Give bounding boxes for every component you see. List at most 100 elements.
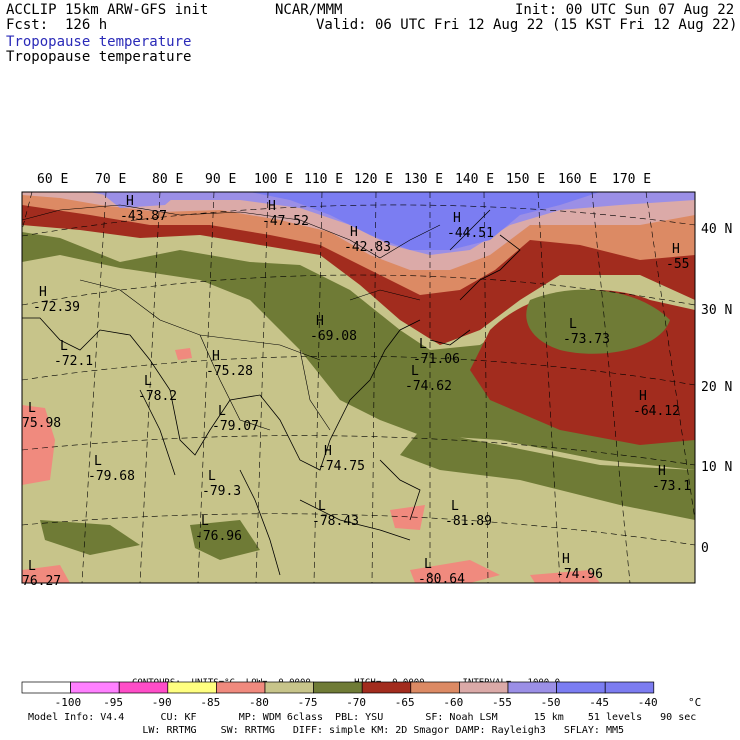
lat-label: 20 N xyxy=(701,380,733,395)
extremum-value: -78.43 xyxy=(312,514,359,529)
color-bar-tick-label: -95 xyxy=(103,696,124,709)
low-marker: L xyxy=(28,559,36,574)
extremum-value: 76.27 xyxy=(22,574,61,589)
lat-label: 40 N xyxy=(701,222,733,237)
color-bar-tick-label: -50 xyxy=(540,696,561,709)
shaded-fields xyxy=(22,192,695,583)
extremum-value: -73.1 xyxy=(652,479,691,494)
color-bar-tick-label: -90 xyxy=(151,696,172,709)
lon-label: 140 E xyxy=(455,172,495,187)
high-marker: H xyxy=(324,444,332,459)
extremum-value: -55 xyxy=(666,257,689,272)
low-marker: L xyxy=(419,337,427,352)
extremum-value: -71.06 xyxy=(413,352,460,367)
map-frame xyxy=(21,191,696,584)
extremum-value: -47.52 xyxy=(262,214,309,229)
color-bar-tick-label: -80 xyxy=(249,696,269,709)
high-marker: H xyxy=(268,199,276,214)
high-marker: H xyxy=(316,314,324,329)
lat-label: 30 N xyxy=(701,303,733,318)
low-marker: L xyxy=(451,499,459,514)
field-title-blue: Tropopause temperature xyxy=(6,34,192,50)
high-marker: H xyxy=(39,285,47,300)
field-dark-olive-south xyxy=(400,430,695,520)
lon-label: 80 E xyxy=(152,172,184,187)
high-marker: H xyxy=(126,194,134,209)
lon-label: 160 E xyxy=(558,172,598,187)
extremum-value: -72.39 xyxy=(33,300,80,315)
extremum-value: -69.08 xyxy=(310,329,357,344)
extremum-value: -72.1 xyxy=(54,354,93,369)
model-info-line-2: LW: RRTMG SW: RRTMG DIFF: simple KM: 2D … xyxy=(28,725,625,736)
extremum-value: -42.83 xyxy=(344,240,391,255)
extremum-value: -74.96 xyxy=(556,567,603,582)
extremum-value: -79.68 xyxy=(88,469,135,484)
extremum-value: -73.73 xyxy=(563,332,610,347)
color-bar-unit: °C xyxy=(688,696,702,709)
model-info-line-1: Model Info: V4.4 CU: KF MP: WDM 6class P… xyxy=(28,712,697,723)
lon-label: 120 E xyxy=(354,172,394,187)
field-title: Tropopause temperature xyxy=(6,49,192,65)
high-marker: H xyxy=(350,225,358,240)
color-bar-tick-label: -70 xyxy=(346,696,367,709)
lon-label: 130 E xyxy=(404,172,444,187)
forecast-hour: Fcst: 126 h xyxy=(6,17,108,33)
lon-label: 110 E xyxy=(304,172,344,187)
lon-label: 100 E xyxy=(254,172,294,187)
color-bar-tick-label: -75 xyxy=(297,696,318,709)
color-bar-tick-label: -40 xyxy=(637,696,658,709)
low-marker: L xyxy=(318,499,326,514)
lon-label: 90 E xyxy=(205,172,237,187)
field-salmon xyxy=(390,505,425,530)
low-marker: L xyxy=(144,374,152,389)
lon-label: 60 E xyxy=(37,172,69,187)
low-marker: L xyxy=(60,339,68,354)
extremum-value: -76.96 xyxy=(195,529,242,544)
graticule xyxy=(22,192,695,583)
contour-info: CONTOURS: UNITS=°C LOW= 0.0000 HIGH= 0.0… xyxy=(0,668,740,688)
extremum-value: -43.87 xyxy=(120,209,167,224)
extremum-value: -79.3 xyxy=(202,484,241,499)
lon-label: 70 E xyxy=(95,172,127,187)
high-marker: H xyxy=(672,242,680,257)
center-label: NCAR/MMM xyxy=(275,2,343,18)
lat-label: 0 xyxy=(701,541,709,556)
extremum-value: -80.64 xyxy=(418,572,465,587)
low-marker: L xyxy=(94,454,102,469)
low-marker: L xyxy=(424,557,432,572)
color-bar-tick-label: -60 xyxy=(443,696,464,709)
color-bar-tick-label: -100 xyxy=(54,696,82,709)
field-dark-olive-patch xyxy=(190,520,260,560)
field-blue xyxy=(250,192,600,250)
low-marker: L xyxy=(569,317,577,332)
low-marker: L xyxy=(218,404,226,419)
field-dark-olive-patch xyxy=(40,520,140,555)
field-salmon xyxy=(22,405,55,485)
lon-label: 150 E xyxy=(506,172,546,187)
low-marker: L xyxy=(28,401,36,416)
extremum-value: -81.89 xyxy=(445,514,492,529)
lon-label: 170 E xyxy=(612,172,652,187)
high-marker: H xyxy=(562,552,570,567)
extremum-value: -79.07 xyxy=(212,419,259,434)
color-bar-tick-label: -85 xyxy=(200,696,221,709)
extremum-value: -74.62 xyxy=(405,379,452,394)
field-salmon xyxy=(22,565,70,583)
model-title: ACCLIP 15km ARW-GFS init xyxy=(6,2,209,18)
borders xyxy=(22,204,441,431)
field-salmon xyxy=(410,560,500,583)
color-bar-tick-label: -55 xyxy=(492,696,512,709)
init-time: Init: 00 UTC Sun 07 Aug 22 xyxy=(515,2,735,18)
valid-time: Valid: 06 UTC Fri 12 Aug 22 (15 KST Fri … xyxy=(316,17,738,33)
extremum-value: -75.28 xyxy=(206,364,253,379)
extremum-value: 75.98 xyxy=(22,416,61,431)
high-marker: H xyxy=(453,211,461,226)
high-marker: H xyxy=(639,389,647,404)
field-salmon xyxy=(175,348,192,360)
low-marker: L xyxy=(411,364,419,379)
high-marker: H xyxy=(658,464,666,479)
extremum-value: -64.12 xyxy=(633,404,680,419)
low-marker: L xyxy=(208,469,216,484)
lat-label: 10 N xyxy=(701,460,733,475)
